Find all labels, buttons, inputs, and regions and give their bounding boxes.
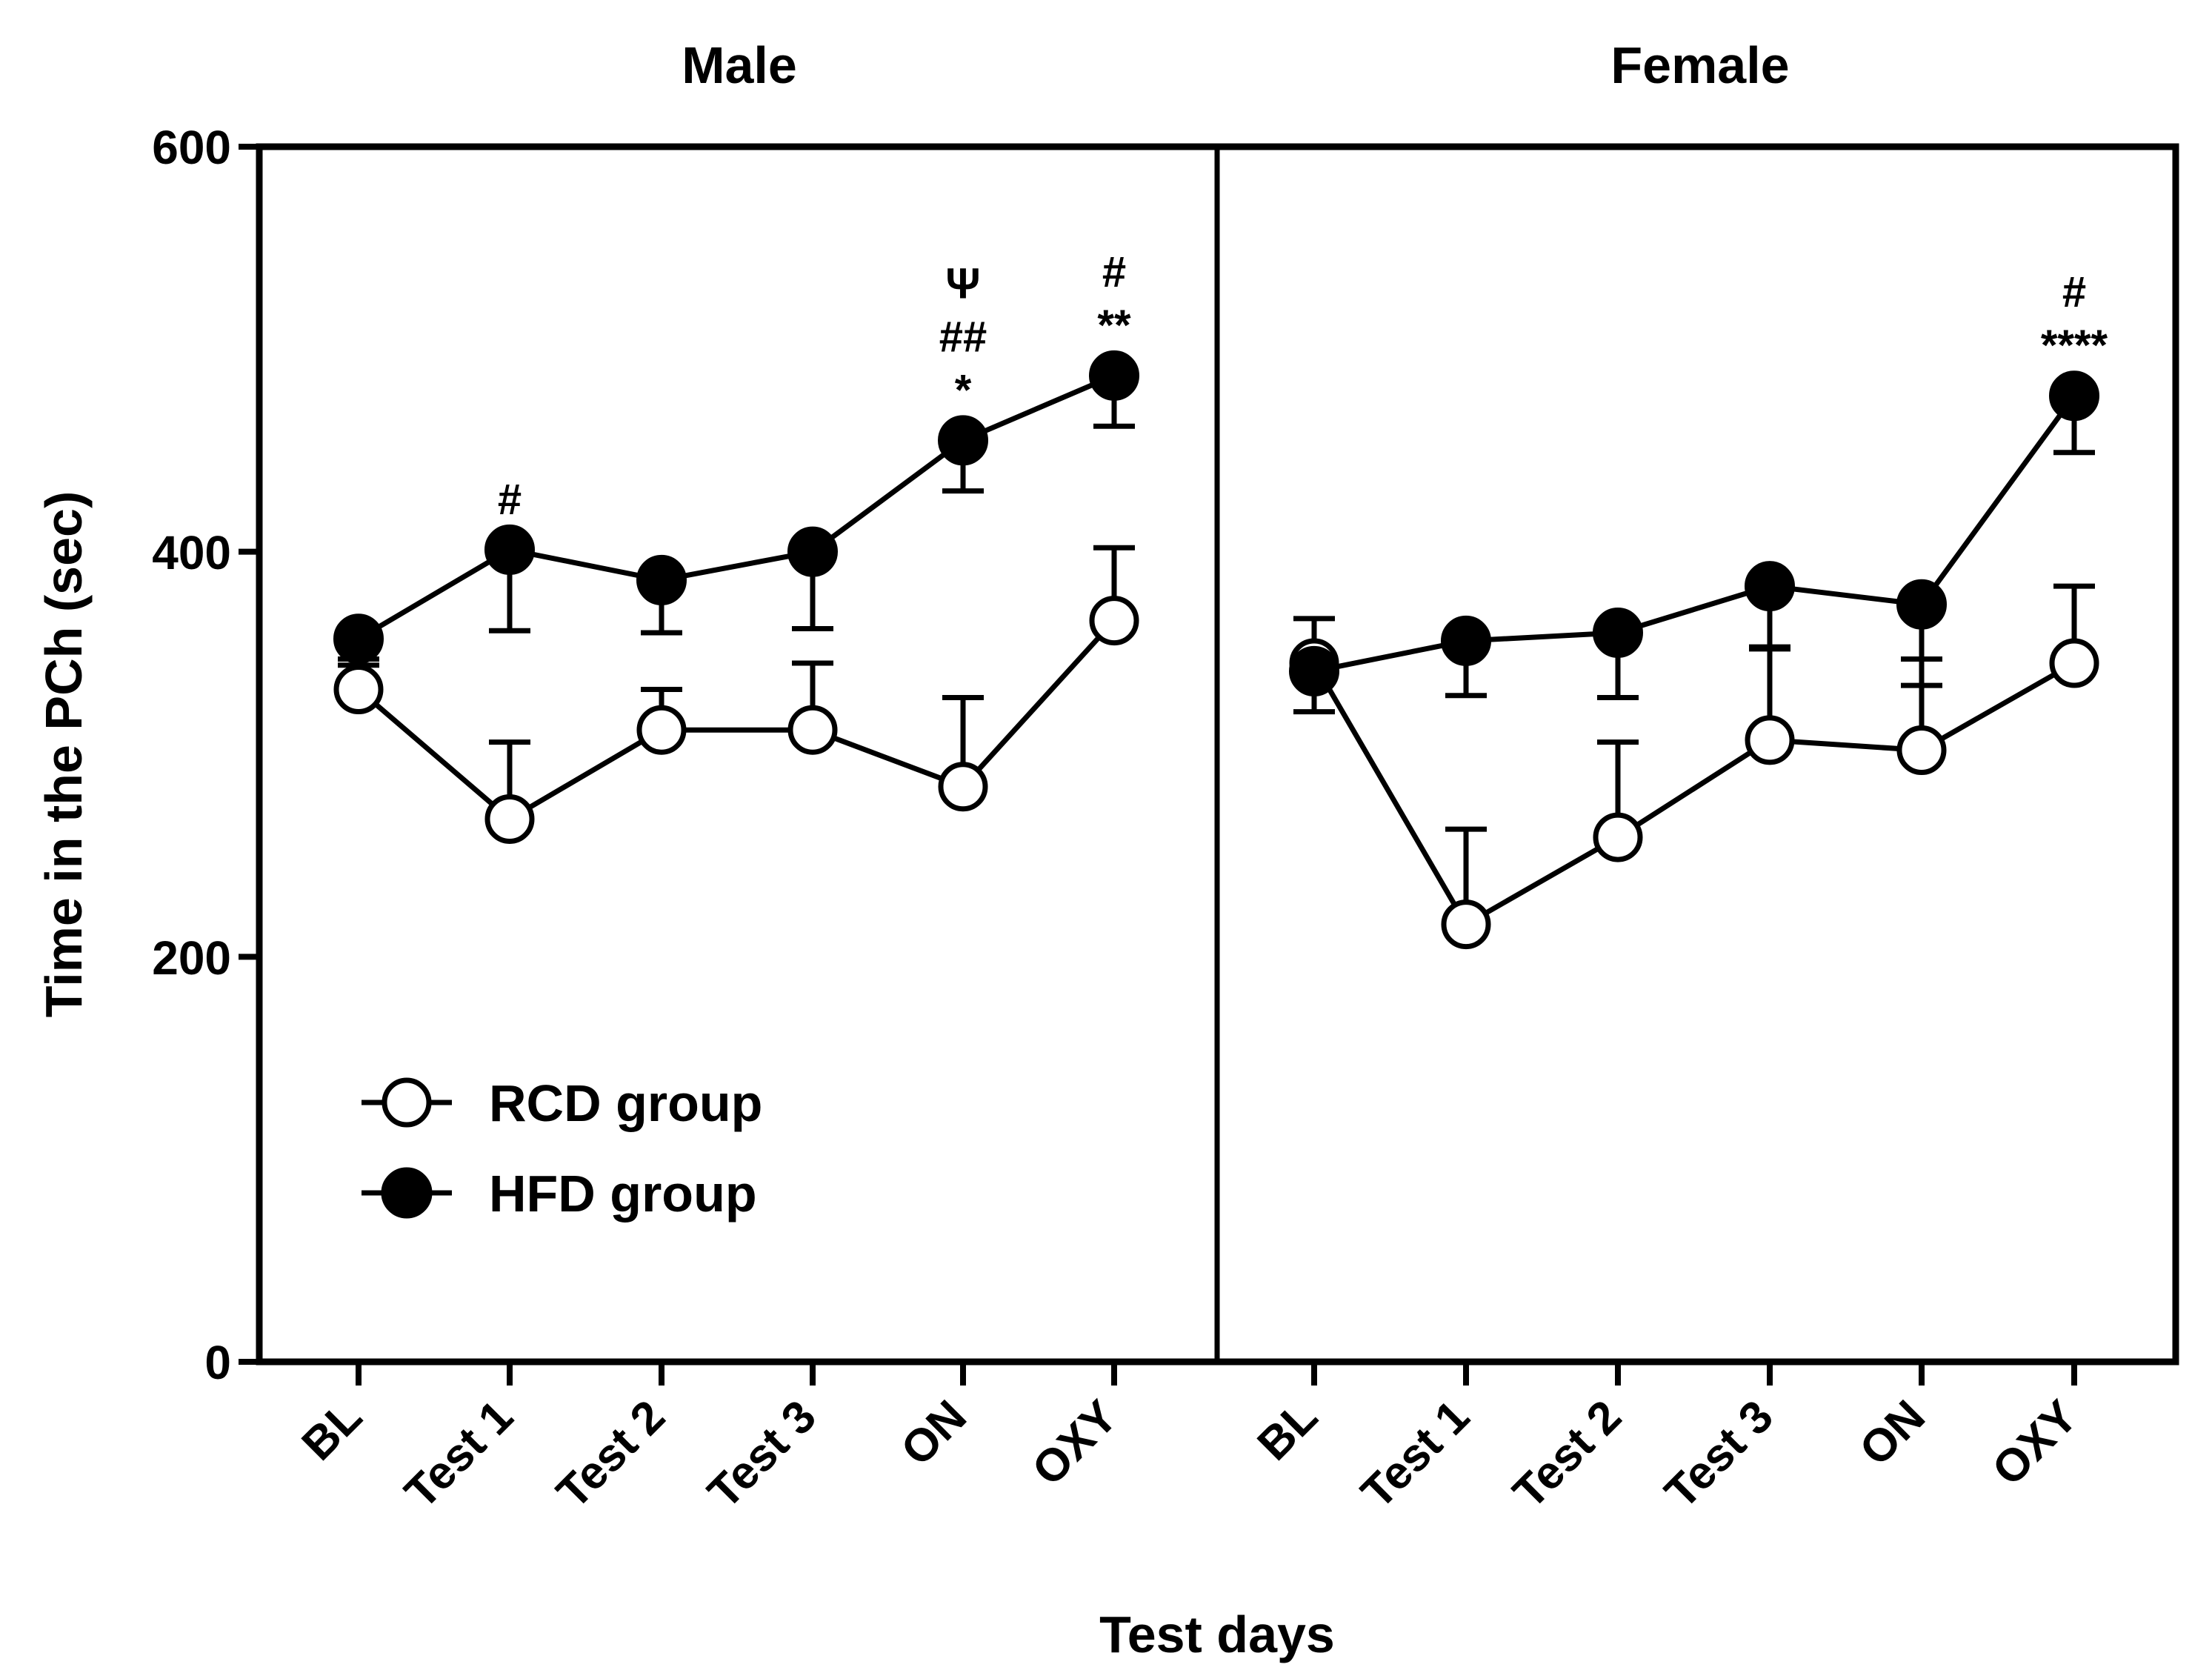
- x-tick-label: Test 2: [547, 1391, 675, 1518]
- data-point-male-hfd: [636, 554, 687, 605]
- data-point-male-hfd: [787, 526, 838, 577]
- significance-mark: *: [955, 366, 972, 414]
- data-point-male-rcd: [636, 705, 687, 755]
- x-tick-label: Test 1: [396, 1391, 523, 1518]
- data-point-male-rcd: [938, 762, 988, 812]
- significance-mark: #: [498, 476, 522, 524]
- data-point-male-rcd: [787, 705, 838, 755]
- x-axis-title: Test days: [1099, 1606, 1335, 1663]
- data-point-male-hfd: [333, 613, 384, 665]
- x-tick-label: ON: [1850, 1391, 1935, 1476]
- x-tick-label: BL: [293, 1391, 372, 1470]
- data-point-male-rcd: [484, 794, 535, 844]
- y-tick-label: 0: [204, 1336, 231, 1389]
- data-point-male-hfd: [1089, 350, 1139, 401]
- significance-mark: ##: [939, 313, 987, 361]
- data-markers: [333, 350, 2099, 950]
- data-point-female-hfd: [1745, 561, 1795, 612]
- legend-marker-rcd: [382, 1077, 432, 1128]
- x-tick-label: Test 3: [1656, 1391, 1783, 1518]
- data-point-male-rcd: [1089, 596, 1139, 646]
- axis-ticks: [239, 144, 2077, 1386]
- data-point-male-hfd: [938, 415, 988, 466]
- y-tick-label: 400: [152, 526, 231, 579]
- significance-mark: **: [1097, 302, 1131, 350]
- series-line-male-rcd: [356, 619, 1116, 822]
- series-lines: [356, 373, 2076, 928]
- significance-mark: #: [2062, 268, 2086, 316]
- series-line-female-rcd: [1311, 660, 2076, 928]
- data-point-female-rcd: [1745, 715, 1795, 765]
- x-tick-label: ON: [891, 1391, 976, 1476]
- x-tick-label: Test 3: [699, 1391, 826, 1518]
- x-tick-label: BL: [1248, 1391, 1327, 1470]
- data-point-male-rcd: [333, 665, 384, 715]
- x-tick-label: OXY: [1983, 1391, 2088, 1495]
- data-point-female-hfd: [1441, 615, 1491, 666]
- data-point-male-hfd: [484, 524, 535, 575]
- data-point-female-rcd: [1896, 725, 1947, 776]
- significance-mark: ****: [2041, 322, 2108, 370]
- panel-title-female: Female: [1610, 36, 1789, 94]
- legend-label-hfd: HFD group: [489, 1165, 757, 1223]
- legend-marker-hfd: [381, 1167, 433, 1219]
- series-line-female-hfd: [1313, 394, 2076, 674]
- significance-mark: Ψ: [946, 259, 981, 307]
- x-tick-label: OXY: [1023, 1391, 1127, 1495]
- data-point-female-rcd: [1441, 899, 1491, 950]
- y-axis-title: Time in the PCh (sec): [35, 491, 93, 1018]
- y-tick-label: 600: [152, 121, 231, 174]
- x-tick-label: Test 1: [1352, 1391, 1479, 1518]
- data-point-female-hfd: [1593, 608, 1643, 658]
- x-tick-label: Test 2: [1504, 1391, 1631, 1518]
- legend: RCD group HFD group: [362, 1074, 762, 1223]
- data-point-female-rcd: [2049, 638, 2099, 688]
- data-point-female-hfd: [1289, 645, 1339, 696]
- panel-title-male: Male: [682, 36, 797, 94]
- data-point-female-hfd: [1896, 579, 1947, 630]
- series-line-male-hfd: [357, 373, 1116, 642]
- data-point-female-hfd: [2049, 370, 2099, 422]
- significance-mark: #: [1102, 248, 1126, 296]
- data-point-female-rcd: [1593, 812, 1643, 862]
- y-tick-label: 200: [152, 931, 231, 985]
- significance-annotations: # Ψ ## * # ** # ****: [498, 248, 2108, 524]
- legend-label-rcd: RCD group: [489, 1074, 762, 1132]
